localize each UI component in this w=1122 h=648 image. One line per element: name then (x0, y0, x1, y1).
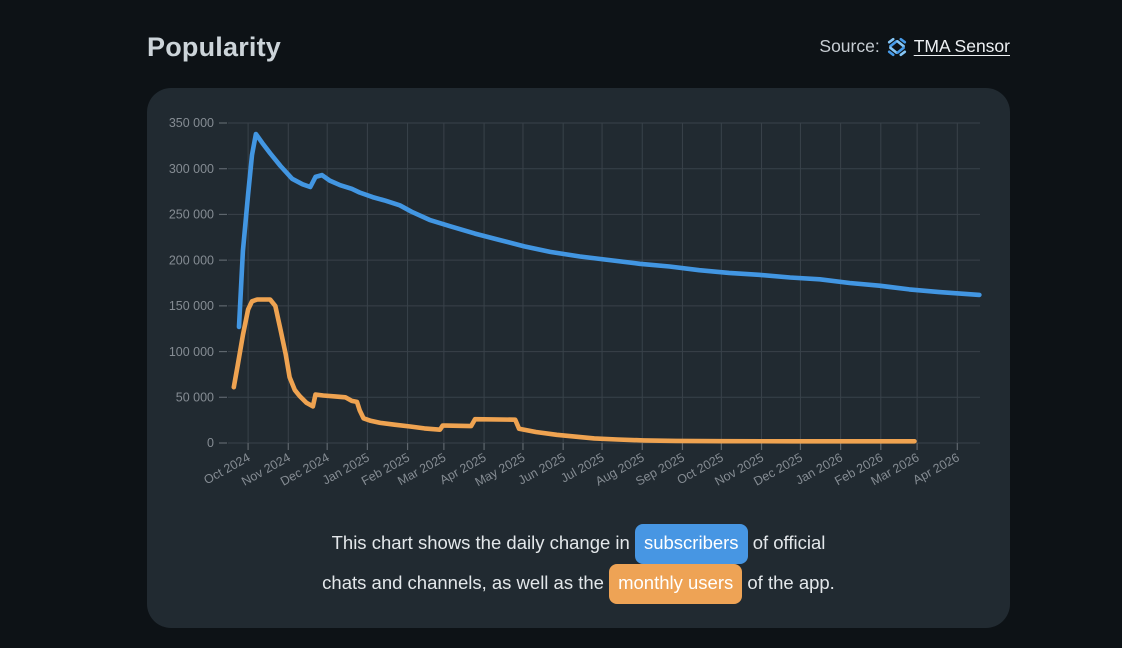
y-axis-label: 350 000 (169, 116, 214, 130)
y-axis-label: 300 000 (169, 162, 214, 176)
popularity-card: 0 50 000 100 000 150 000 200 000 250 000 300 0… (147, 88, 1010, 628)
y-axis-label: 0 (207, 436, 214, 450)
y-axis-label: 150 000 (169, 299, 214, 313)
subscribers-badge: subscribers (634, 524, 748, 564)
popularity-chart[interactable]: 0 50 000 100 000 150 000 200 000 250 000 300 0… (147, 88, 1010, 503)
source-label: Source: (819, 36, 880, 56)
page-title: Popularity (147, 32, 282, 62)
monthly-users-line (231, 297, 917, 444)
caption-line-2: chats and channels, as well as the month… (147, 564, 1010, 604)
source-link[interactable]: TMA Sensor (913, 36, 1010, 56)
x-axis-label: Apr 2026 (911, 450, 962, 487)
y-axis-label: 100 000 (169, 345, 214, 359)
chart-caption: This chart shows the daily change in sub… (147, 524, 1010, 604)
subscribers-line (236, 131, 982, 330)
source: Source: TMA Sensor (819, 36, 1010, 57)
caption-line-1: This chart shows the daily change in sub… (147, 524, 1010, 564)
y-axis-label: 200 000 (169, 253, 214, 267)
monthly-users-badge: monthly users (609, 564, 743, 604)
tma-sensor-logo-icon (887, 37, 907, 57)
y-axis-label: 50 000 (176, 390, 214, 404)
y-axis-label: 250 000 (169, 208, 214, 222)
